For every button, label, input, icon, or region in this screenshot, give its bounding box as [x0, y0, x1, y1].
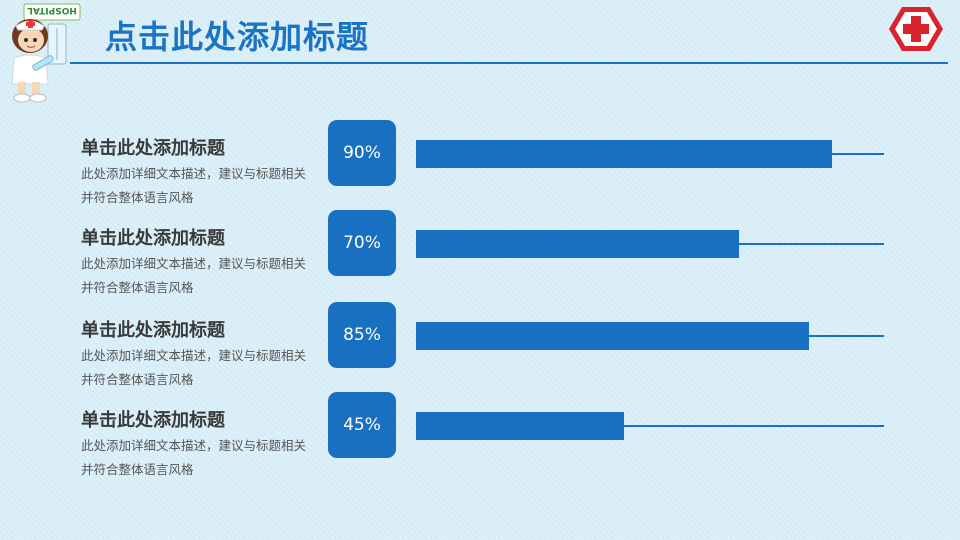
row-description: 此处添加详细文本描述，建议与标题相关并符合整体语言风格	[81, 438, 307, 477]
row-title: 单击此处添加标题	[81, 138, 225, 159]
progress-row: 单击此处添加标题 此处添加详细文本描述，建议与标题相关并符合整体语言风格 45%	[0, 392, 960, 486]
progress-bar-fill	[416, 230, 739, 258]
row-title: 单击此处添加标题	[81, 228, 225, 249]
progress-bar-fill	[416, 322, 809, 350]
nurse-mascot-icon: HOSPITAL	[11, 3, 81, 103]
row-title: 单击此处添加标题	[81, 410, 225, 431]
progress-row: 单击此处添加标题 此处添加详细文本描述，建议与标题相关并符合整体语言风格 70%	[0, 210, 960, 304]
red-cross-icon	[889, 7, 943, 51]
row-title: 单击此处添加标题	[81, 320, 225, 341]
row-description: 此处添加详细文本描述，建议与标题相关并符合整体语言风格	[81, 256, 307, 295]
percent-badge: 90%	[328, 120, 396, 186]
header-divider	[70, 62, 948, 64]
row-description: 此处添加详细文本描述，建议与标题相关并符合整体语言风格	[81, 166, 307, 205]
progress-track	[416, 425, 884, 427]
percent-badge: 70%	[328, 210, 396, 276]
progress-row: 单击此处添加标题 此处添加详细文本描述，建议与标题相关并符合整体语言风格 90%	[0, 120, 960, 214]
percent-badge: 45%	[328, 392, 396, 458]
row-description: 此处添加详细文本描述，建议与标题相关并符合整体语言风格	[81, 348, 307, 387]
hospital-sign-text: HOSPITAL	[27, 5, 77, 15]
progress-row: 单击此处添加标题 此处添加详细文本描述，建议与标题相关并符合整体语言风格 85%	[0, 302, 960, 396]
percent-badge: 85%	[328, 302, 396, 368]
page-title: 点击此处添加标题	[105, 18, 370, 56]
progress-bar-fill	[416, 140, 832, 168]
progress-bar-fill	[416, 412, 624, 440]
